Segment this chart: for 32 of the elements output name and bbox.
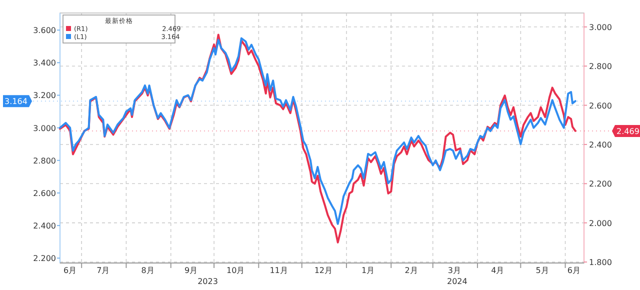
x-tick-label: 11月 — [270, 266, 288, 275]
y-tick-label: 2.200 — [33, 254, 56, 264]
x-tick-label: 9月 — [184, 266, 198, 275]
y-tick-label: 3.000 — [33, 124, 56, 133]
x-tick-label: 12月 — [314, 266, 333, 275]
x-tick-label: 5月 — [536, 266, 549, 275]
y-tick-label: 3.200 — [33, 91, 56, 100]
x-tick-label: 6月 — [567, 266, 580, 275]
ref-line-label: 3.164 — [4, 97, 28, 106]
text: 2024 — [447, 277, 468, 286]
x-tick-label: 8月 — [141, 266, 154, 275]
y2-tick-label: 1.800 — [589, 258, 612, 268]
y-tick-label: 3.600 — [33, 26, 56, 36]
x-tick-label: 4月 — [491, 266, 504, 275]
y2-tick-label: 2.400 — [589, 140, 612, 150]
x-tick-label: 2月 — [404, 266, 418, 275]
y-tick-label: 2.400 — [33, 222, 56, 231]
y2-tick-label: 2.200 — [589, 180, 612, 189]
y-tick-label: 2.600 — [33, 188, 56, 198]
y-tick-label: 2.800 — [33, 156, 56, 166]
x-tick-label: 7月 — [96, 266, 110, 275]
text: 2023 — [198, 277, 218, 286]
x-tick-label: 1月 — [362, 266, 375, 275]
y2-tick-label: 2.000 — [589, 218, 612, 228]
x-tick-label: 3月 — [448, 266, 461, 275]
y2-tick-label: 3.000 — [589, 22, 612, 32]
y2-tick-label: 2.800 — [589, 62, 612, 72]
x-tick-label: 6月 — [64, 266, 77, 275]
y2-tick-label: 2.600 — [589, 101, 612, 110]
ref-line-label: 2.469 — [616, 126, 640, 136]
x-tick-label: 10月 — [226, 266, 245, 275]
y-tick-label: 3.400 — [33, 58, 56, 68]
